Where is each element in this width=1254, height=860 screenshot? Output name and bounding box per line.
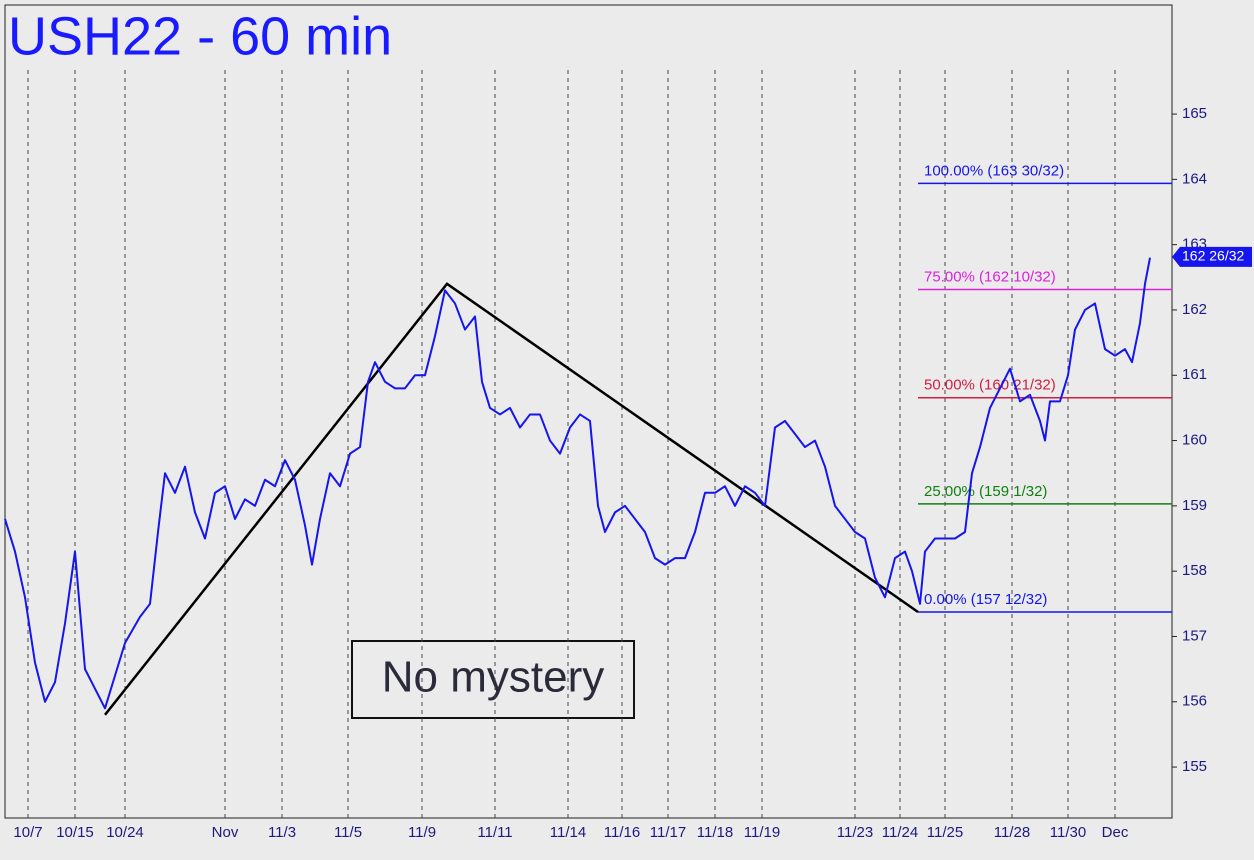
x-tick-label: 10/15 bbox=[56, 824, 94, 841]
y-tick-label: 157 bbox=[1182, 627, 1207, 644]
x-tick-label: 11/23 bbox=[837, 824, 873, 841]
fib-label: 100.00% (163 30/32) bbox=[924, 162, 1064, 179]
y-tick-label: 160 bbox=[1182, 432, 1207, 449]
price-line bbox=[4, 257, 1151, 710]
x-tick-label: 10/7 bbox=[13, 824, 42, 841]
fib-label: 25.00% (159 1/32) bbox=[924, 483, 1047, 500]
x-tick-label: 11/18 bbox=[697, 824, 733, 841]
x-tick-label: 11/19 bbox=[744, 824, 780, 841]
y-tick-label: 161 bbox=[1182, 366, 1207, 383]
y-tick-label: 156 bbox=[1182, 693, 1207, 710]
last-price-tag bbox=[1172, 246, 1252, 267]
x-tick-label: 11/5 bbox=[334, 824, 362, 841]
fib-label: 0.00% (157 12/32) bbox=[924, 591, 1047, 608]
x-tick-label: 11/24 bbox=[882, 824, 918, 841]
x-tick-label: 11/3 bbox=[268, 824, 296, 841]
y-tick-label: 165 bbox=[1182, 105, 1207, 122]
fib-label: 75.00% (162 10/32) bbox=[924, 269, 1056, 286]
x-tick-label: 11/11 bbox=[477, 824, 512, 841]
x-tick-label: 11/28 bbox=[994, 824, 1030, 841]
fib-label: 50.00% (160 21/32) bbox=[924, 377, 1056, 394]
x-tick-label: 11/25 bbox=[927, 824, 963, 841]
y-tick-label: 164 bbox=[1182, 170, 1207, 187]
x-tick-label: 11/14 bbox=[550, 824, 586, 841]
annotation: No mystery bbox=[382, 653, 604, 702]
y-tick-label: 155 bbox=[1182, 758, 1207, 775]
chart-title: USH22 - 60 min bbox=[8, 6, 392, 66]
trendline bbox=[104, 282, 919, 716]
y-tick-label: 162 bbox=[1182, 301, 1207, 318]
x-tick-label: 11/16 bbox=[604, 824, 640, 841]
annotation-box bbox=[351, 640, 635, 719]
x-tick-label: 10/24 bbox=[106, 824, 144, 841]
plot-frame bbox=[4, 4, 1173, 819]
x-tick-label: 11/9 bbox=[408, 824, 436, 841]
last-price-label: 162 26/32 bbox=[1182, 248, 1244, 264]
x-tick-label: 11/17 bbox=[650, 824, 686, 841]
y-tick-label: 159 bbox=[1182, 497, 1207, 514]
x-tick-label: Nov bbox=[212, 824, 239, 841]
y-tick-label: 158 bbox=[1182, 562, 1207, 579]
x-tick-label: Dec bbox=[1102, 824, 1129, 841]
x-tick-label: 11/30 bbox=[1050, 824, 1086, 841]
